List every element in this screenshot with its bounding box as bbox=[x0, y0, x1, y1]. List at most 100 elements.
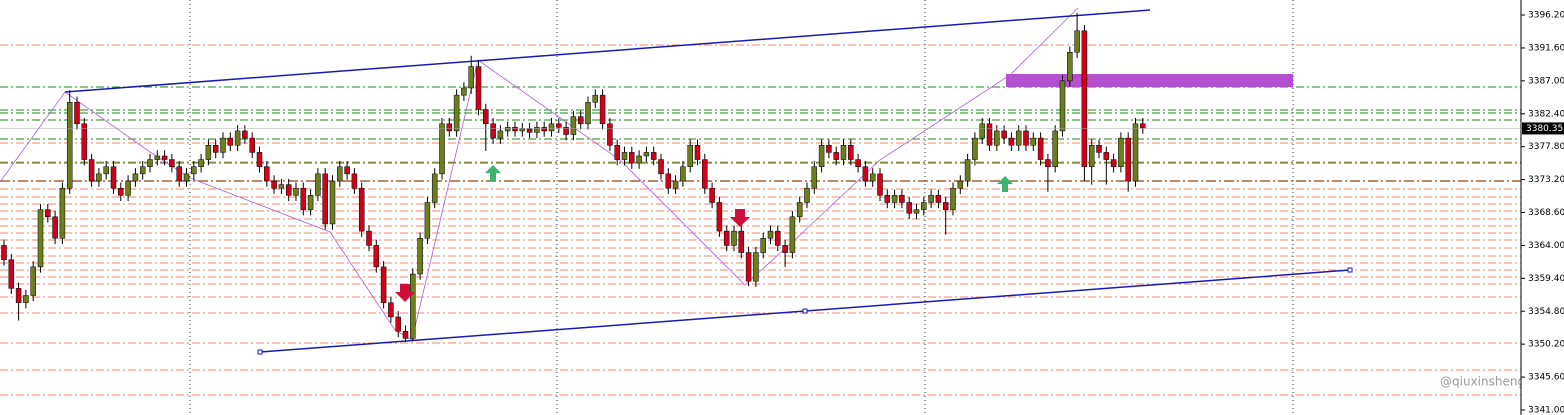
candle-body bbox=[614, 145, 620, 160]
candle-body bbox=[66, 102, 73, 189]
candle-body bbox=[1088, 145, 1095, 167]
candle-body bbox=[169, 159, 175, 167]
y-tick-label: 3368.60 bbox=[1528, 208, 1564, 218]
candle-body bbox=[782, 245, 788, 253]
candle-body bbox=[884, 195, 891, 203]
candle-body bbox=[249, 137, 255, 153]
candle-body bbox=[468, 66, 474, 89]
candle-body bbox=[840, 145, 847, 160]
candle-body bbox=[862, 166, 869, 182]
candle-body bbox=[1037, 137, 1044, 160]
candle-body bbox=[402, 331, 409, 339]
candle-body bbox=[315, 173, 321, 196]
candle-body bbox=[88, 159, 95, 182]
candle-body bbox=[964, 159, 971, 182]
candle-body bbox=[665, 173, 672, 189]
candle-body bbox=[1001, 130, 1007, 139]
candle-body bbox=[775, 230, 781, 246]
candle-body bbox=[96, 173, 102, 182]
candle-body bbox=[994, 130, 1000, 146]
candle-body bbox=[658, 159, 664, 175]
candles bbox=[1, 12, 1146, 343]
candle-body bbox=[1045, 159, 1051, 167]
candle-body bbox=[132, 173, 139, 182]
price-axis-bg bbox=[1521, 0, 1564, 415]
candle-body bbox=[366, 230, 372, 246]
candle-body bbox=[59, 187, 66, 239]
y-tick-label: 3391.60 bbox=[1528, 43, 1564, 53]
candle-body bbox=[23, 295, 29, 303]
candle-body bbox=[293, 187, 299, 196]
candle-body bbox=[256, 152, 263, 167]
candle-body bbox=[986, 123, 993, 146]
candle-body bbox=[526, 128, 533, 133]
candle-body bbox=[1140, 123, 1146, 129]
trend-handle bbox=[257, 349, 263, 355]
candle-body bbox=[490, 123, 496, 139]
candle-body bbox=[548, 123, 555, 132]
candle-body bbox=[410, 273, 416, 339]
candle-body bbox=[599, 94, 606, 125]
y-tick-label: 3373.20 bbox=[1528, 175, 1564, 185]
candle-body bbox=[497, 130, 504, 139]
candle-body bbox=[716, 202, 723, 232]
candle-body bbox=[118, 187, 124, 196]
candle-body bbox=[227, 137, 234, 146]
candle-body bbox=[891, 195, 898, 203]
candle-body bbox=[81, 123, 88, 160]
candle-body bbox=[154, 155, 161, 160]
candle-body bbox=[1008, 137, 1015, 146]
candle-body bbox=[52, 216, 58, 239]
candle-body bbox=[1067, 51, 1073, 82]
y-tick-label: 3387.00 bbox=[1528, 76, 1564, 86]
candle-body bbox=[461, 87, 467, 96]
candle-body bbox=[191, 166, 197, 175]
candle-body bbox=[789, 216, 796, 253]
candle-body bbox=[1110, 159, 1117, 167]
candle-body bbox=[767, 230, 774, 239]
candle-body bbox=[826, 145, 832, 153]
candle-body bbox=[855, 159, 861, 167]
candle-body bbox=[745, 252, 752, 282]
candle-body bbox=[285, 184, 292, 196]
candle-body bbox=[512, 127, 518, 132]
candle-body bbox=[709, 187, 715, 203]
candle-body bbox=[1125, 137, 1131, 182]
candle-body bbox=[694, 145, 701, 160]
y-tick-label: 3350.20 bbox=[1528, 340, 1564, 350]
candle-body bbox=[738, 230, 745, 253]
candle-body bbox=[592, 94, 599, 103]
candle-body bbox=[74, 102, 80, 125]
candle-body bbox=[37, 209, 44, 268]
candle-body bbox=[702, 159, 708, 189]
candle-body bbox=[388, 302, 394, 318]
last-price-box bbox=[1522, 122, 1564, 135]
candle-body bbox=[972, 137, 978, 160]
candle-body bbox=[811, 166, 818, 189]
candle-body bbox=[45, 209, 51, 218]
candle-body bbox=[1030, 137, 1037, 146]
candle-body bbox=[446, 123, 453, 132]
candle-body bbox=[672, 180, 679, 189]
candle-body bbox=[373, 245, 380, 268]
candle-body bbox=[957, 180, 964, 189]
candle-body bbox=[1103, 152, 1110, 160]
candle-body bbox=[395, 316, 401, 332]
candle-body bbox=[833, 152, 839, 160]
candle-body bbox=[431, 173, 438, 203]
candle-body bbox=[906, 202, 912, 214]
candle-body bbox=[1059, 80, 1066, 132]
candle-body bbox=[928, 195, 934, 203]
candle-body bbox=[205, 145, 212, 160]
candle-body bbox=[899, 195, 905, 203]
upper-trend-line bbox=[64, 9, 1151, 93]
watermark: @qiuxinsheng bbox=[1440, 375, 1525, 389]
candle-body bbox=[760, 238, 766, 253]
candle-body bbox=[563, 127, 569, 135]
candle-body bbox=[1096, 145, 1102, 153]
candle-body bbox=[504, 127, 511, 132]
candle-body bbox=[271, 180, 277, 189]
candle-body bbox=[242, 130, 248, 139]
